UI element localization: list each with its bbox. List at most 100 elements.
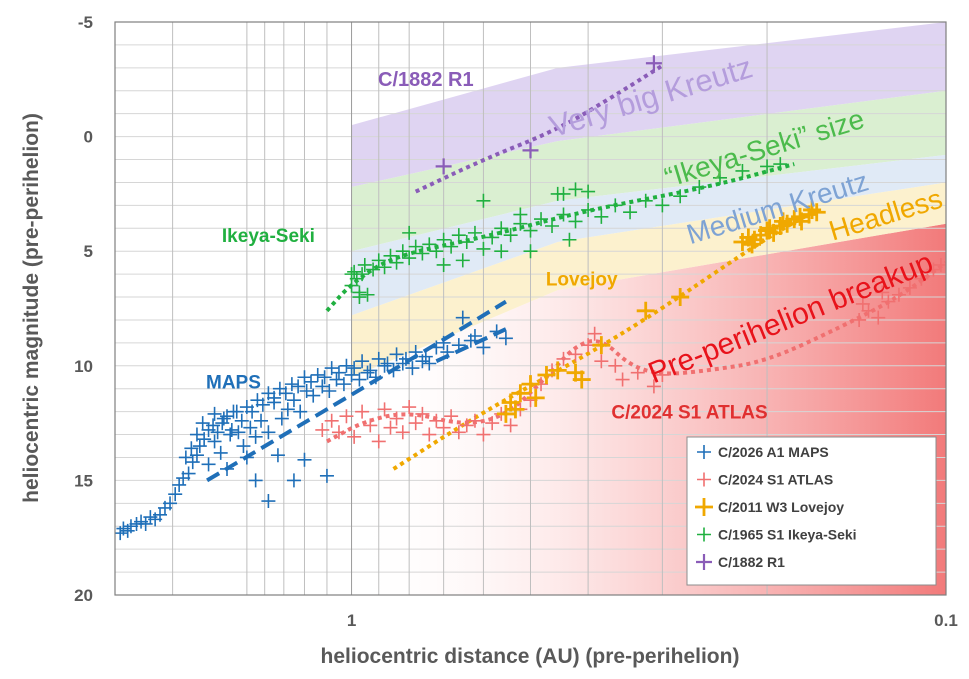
point-c-2024-s1-atlas	[861, 303, 876, 318]
x-axis-title: heliocentric distance (AU) (pre-periheli…	[321, 645, 740, 668]
point-c-2026-a1-maps	[297, 452, 312, 467]
point-c-2026-a1-maps	[363, 363, 378, 378]
point-c-1965-s1-ikeya-seki	[523, 223, 538, 238]
point-c-1965-s1-ikeya-seki	[451, 228, 466, 243]
point-c-1965-s1-ikeya-seki	[485, 230, 500, 245]
point-c-2026-a1-maps	[197, 432, 212, 447]
point-c-2026-a1-maps	[286, 473, 301, 488]
point-c-2026-a1-maps	[329, 372, 344, 387]
point-c-2026-a1-maps	[220, 461, 235, 476]
point-c-1965-s1-ikeya-seki	[408, 239, 423, 254]
point-c-2024-s1-atlas	[422, 427, 437, 442]
point-c-2026-a1-maps	[239, 450, 254, 465]
point-c-2026-a1-maps	[236, 439, 251, 454]
point-c-2026-a1-maps	[377, 358, 392, 373]
point-c-2011-w3-lovejoy	[760, 219, 779, 238]
point-c-1965-s1-ikeya-seki	[389, 255, 404, 270]
trend-line-c-2026-a1-maps	[206, 299, 507, 483]
annotation-c-1882-r1: C/1882 R1	[378, 69, 474, 91]
point-c-1965-s1-ikeya-seki	[377, 260, 392, 275]
point-c-2024-s1-atlas	[503, 418, 518, 433]
point-c-2026-a1-maps	[331, 365, 346, 380]
point-c-1965-s1-ikeya-seki	[581, 202, 596, 217]
point-c-2026-a1-maps	[243, 420, 258, 435]
point-c-2026-a1-maps	[498, 331, 513, 346]
point-c-2026-a1-maps	[315, 379, 330, 394]
point-c-1965-s1-ikeya-seki	[655, 198, 670, 213]
point-c-2024-s1-atlas	[331, 425, 346, 440]
point-c-2026-a1-maps	[189, 427, 204, 442]
point-c-1965-s1-ikeya-seki	[523, 244, 538, 259]
point-c-2026-a1-maps	[201, 457, 216, 472]
y-axis-title: heliocentric magnitude (pre-perihelion)	[20, 113, 43, 503]
point-c-2026-a1-maps	[245, 404, 260, 419]
point-c-2026-a1-maps	[405, 361, 420, 376]
annotation-c-2024-s1-atlas: C/2024 S1 ATLAS	[611, 403, 767, 424]
band-very-big-kreutz	[351, 22, 946, 188]
band-ikeya-seki-size	[351, 90, 946, 252]
point-c-2011-w3-lovejoy	[671, 288, 690, 307]
point-c-2011-w3-lovejoy	[521, 375, 540, 394]
point-c-2026-a1-maps	[304, 374, 319, 389]
point-c-1965-s1-ikeya-seki	[436, 232, 451, 247]
point-c-2026-a1-maps	[310, 367, 325, 382]
point-c-1965-s1-ikeya-seki	[556, 186, 571, 201]
point-c-1965-s1-ikeya-seki	[623, 205, 638, 220]
point-c-2026-a1-maps	[270, 448, 285, 463]
point-c-2024-s1-atlas	[408, 416, 423, 431]
point-c-1882-r1	[645, 55, 662, 72]
point-c-1965-s1-ikeya-seki	[568, 214, 583, 229]
point-c-2026-a1-maps	[231, 425, 246, 440]
data-points	[115, 55, 946, 541]
point-c-2024-s1-atlas	[402, 400, 417, 415]
point-c-2024-s1-atlas	[630, 365, 645, 380]
point-c-1965-s1-ikeya-seki	[429, 244, 444, 259]
point-c-2026-a1-maps	[254, 413, 269, 428]
annotation-ikeya-seki: Ikeya-Seki	[222, 226, 315, 247]
point-c-2026-a1-maps	[168, 487, 183, 502]
legend-label-c-2024-s1-atlas: C/2024 S1 ATLAS	[718, 472, 833, 488]
point-c-1965-s1-ikeya-seki	[556, 207, 571, 222]
point-c-2026-a1-maps	[368, 370, 383, 385]
point-c-1965-s1-ikeya-seki	[360, 287, 375, 302]
y-tick-label: 15	[74, 471, 93, 490]
point-c-2011-w3-lovejoy	[743, 235, 762, 254]
y-tick-label: -5	[78, 13, 93, 32]
point-c-2024-s1-atlas	[914, 271, 929, 286]
point-c-2024-s1-atlas	[429, 413, 444, 428]
series-c-2024-s1-atlas	[315, 257, 946, 449]
point-c-2026-a1-maps	[195, 416, 210, 431]
trend-line-c-2011-w3-lovejoy	[392, 208, 818, 471]
point-c-2026-a1-maps	[322, 384, 337, 399]
point-c-1965-s1-ikeya-seki	[366, 262, 381, 277]
y-tick-label: 5	[84, 242, 93, 261]
point-c-1965-s1-ikeya-seki	[503, 228, 518, 243]
point-c-2024-s1-atlas	[608, 358, 623, 373]
legend-marker-c-2011-w3-lovejoy	[695, 498, 713, 516]
annotation-maps: MAPS	[206, 373, 261, 394]
point-c-1965-s1-ikeya-seki	[395, 244, 410, 259]
point-c-2024-s1-atlas	[339, 409, 354, 424]
point-c-2026-a1-maps	[339, 358, 354, 373]
point-c-2026-a1-maps	[395, 356, 410, 371]
point-c-2024-s1-atlas	[377, 402, 392, 417]
y-tick-label: 20	[74, 586, 93, 605]
point-c-2026-a1-maps	[278, 386, 293, 401]
point-c-2011-w3-lovejoy	[791, 207, 810, 226]
point-c-2024-s1-atlas	[371, 434, 386, 449]
point-c-2026-a1-maps	[408, 345, 423, 360]
point-c-2026-a1-maps	[248, 473, 263, 488]
point-c-2011-w3-lovejoy	[800, 205, 819, 224]
point-c-2026-a1-maps	[248, 429, 263, 444]
point-c-1965-s1-ikeya-seki	[494, 221, 509, 236]
point-c-1965-s1-ikeya-seki	[415, 246, 430, 261]
point-c-2026-a1-maps	[267, 395, 282, 410]
point-c-1965-s1-ikeya-seki	[562, 232, 577, 247]
point-c-2026-a1-maps	[189, 448, 204, 463]
point-c-2024-s1-atlas	[363, 418, 378, 433]
point-c-2024-s1-atlas	[615, 372, 630, 387]
point-c-1965-s1-ikeya-seki	[638, 193, 653, 208]
point-c-1965-s1-ikeya-seki	[773, 157, 788, 172]
point-c-2024-s1-atlas	[347, 429, 362, 444]
